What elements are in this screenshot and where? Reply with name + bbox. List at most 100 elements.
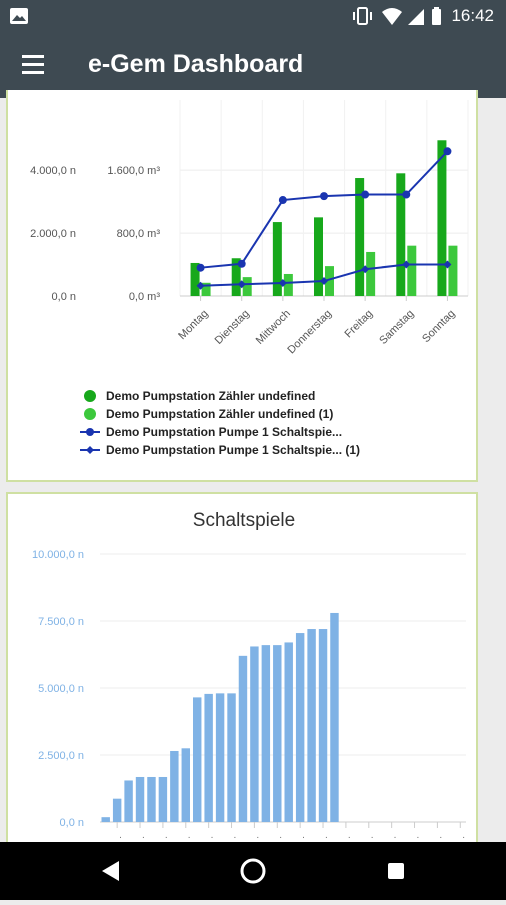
x-tick-label: . xyxy=(417,830,420,841)
line-point xyxy=(278,279,287,288)
app-bar: e-Gem Dashboard xyxy=(0,32,506,98)
bar-schaltspiele xyxy=(307,629,316,822)
bar-schaltspiele xyxy=(181,748,190,822)
status-icons xyxy=(10,7,441,25)
bar-schaltspiele xyxy=(261,645,271,822)
bar-zaehler-1 xyxy=(448,245,458,296)
y-left-tick-label: 2.000,0 n xyxy=(30,228,76,240)
chart-card-schaltspiele: Schaltspiele 0,0 n 2.500,0 n 5.000,0 n 7.500… xyxy=(6,492,478,852)
bar-zaehler xyxy=(190,262,200,296)
x-tick-label: . xyxy=(302,830,305,841)
x-tick-label: . xyxy=(439,830,442,841)
bar-schaltspiele xyxy=(101,817,110,822)
y-left-tick-label: 0,0 n xyxy=(52,291,76,303)
y-right-tick-label: 800,0 m³ xyxy=(117,228,161,240)
bar-zaehler xyxy=(314,217,323,296)
bar-schaltspiele xyxy=(193,697,202,822)
line-point xyxy=(320,277,328,286)
line-point xyxy=(237,259,246,268)
y-right-tick-label: 1.600,0 m³ xyxy=(107,165,160,177)
x-tick-label: . xyxy=(234,830,237,841)
battery-icon xyxy=(432,7,441,25)
x-tick-label: . xyxy=(394,830,397,841)
y-tick-label: 5.000,0 n xyxy=(38,683,84,695)
y-left-tick-label: 4.000,0 n xyxy=(30,165,76,177)
legend-label[interactable]: Demo Pumpstation Pumpe 1 Schaltspie... (… xyxy=(106,443,360,457)
weekly-combo-chart: 0,0 n 0,0 m³ 2.000,0 n 800,0 m³ 4.000,0 n 1.6… xyxy=(30,100,469,457)
wifi-icon xyxy=(382,8,402,25)
vibrate-icon xyxy=(353,7,372,25)
bar-zaehler-1 xyxy=(201,282,211,296)
y-tick-label: 2.500,0 n xyxy=(38,750,84,762)
legend-label[interactable]: Demo Pumpstation Pumpe 1 Schaltspie... xyxy=(106,425,342,439)
x-tick-label: . xyxy=(462,830,465,841)
line-point xyxy=(196,281,205,290)
x-tick-label: Dienstag xyxy=(213,308,252,347)
x-tick-label: Samstag xyxy=(377,308,416,347)
bar-schaltspiele xyxy=(215,693,225,822)
x-tick-label: . xyxy=(119,830,122,841)
hamburger-menu-icon[interactable] xyxy=(20,52,50,78)
bar-zaehler-1 xyxy=(325,266,334,296)
image-icon xyxy=(10,8,28,24)
x-tick-label: . xyxy=(279,830,282,841)
bar-zaehler xyxy=(396,173,406,296)
line-point xyxy=(196,263,205,272)
bar-zaehler xyxy=(231,258,241,296)
x-tick-label: Sonntag xyxy=(420,308,457,345)
status-time: 16:42 xyxy=(451,6,494,25)
x-tick-label: . xyxy=(325,830,328,841)
x-tick-label: . xyxy=(211,830,214,841)
x-tick-label: . xyxy=(348,830,351,841)
bar-schaltspiele xyxy=(135,776,145,822)
bar-schaltspiele xyxy=(204,693,213,822)
bar-schaltspiele xyxy=(330,612,339,822)
legend-symbol xyxy=(84,408,96,420)
bar-schaltspiele xyxy=(170,750,179,822)
bar-schaltspiele xyxy=(112,798,122,822)
bar-schaltspiele xyxy=(318,629,328,822)
bar-zaehler xyxy=(355,178,365,296)
bar-schaltspiele xyxy=(250,646,259,822)
line-point xyxy=(361,265,370,274)
bar-zaehler-1 xyxy=(283,273,293,296)
bar-zaehler-1 xyxy=(366,251,376,296)
line-point xyxy=(443,260,452,269)
x-tick-label: Freitag xyxy=(343,308,376,341)
y-tick-label: 10.000,0 n xyxy=(32,549,84,561)
y-tick-label: 7.500,0 n xyxy=(38,616,84,628)
line-point xyxy=(237,280,246,289)
x-tick-label: Donnerstag xyxy=(285,308,334,357)
back-icon[interactable] xyxy=(102,861,119,881)
y-tick-label: 0,0 n xyxy=(60,817,84,829)
legend-symbol-marker xyxy=(86,428,94,436)
x-tick-label: Montag xyxy=(176,308,210,342)
home-icon[interactable] xyxy=(240,858,266,884)
app-title: e-Gem Dashboard xyxy=(88,50,304,78)
line-point xyxy=(361,190,370,199)
schaltspiele-chart: Schaltspiele 0,0 n 2.500,0 n 5.000,0 n 7.500… xyxy=(32,510,466,841)
legend-label[interactable]: Demo Pumpstation Zähler undefined (1) xyxy=(106,407,333,421)
legend-symbol-marker xyxy=(86,446,94,454)
line-point xyxy=(278,196,287,205)
bar-schaltspiele xyxy=(158,776,168,822)
x-tick-label: . xyxy=(165,830,168,841)
bar-schaltspiele xyxy=(284,642,293,822)
signal-icon xyxy=(408,9,424,25)
bar-schaltspiele xyxy=(295,633,305,822)
bar-zaehler-1 xyxy=(242,277,252,296)
bar-schaltspiele xyxy=(227,693,236,822)
status-bar: 16:42 xyxy=(0,0,506,32)
recents-icon[interactable] xyxy=(388,863,404,879)
x-tick-label: . xyxy=(188,830,191,841)
y-right-tick-label: 0,0 m³ xyxy=(129,291,161,303)
bar-schaltspiele xyxy=(238,655,248,822)
x-tick-label: . xyxy=(142,830,145,841)
line-point xyxy=(320,192,328,201)
bar-schaltspiele xyxy=(147,776,156,822)
chart-card-weekly: 0,0 n 0,0 m³ 2.000,0 n 800,0 m³ 4.000,0 n 1.6… xyxy=(6,90,478,482)
x-tick-label: Mittwoch xyxy=(254,308,293,347)
legend-label[interactable]: Demo Pumpstation Zähler undefined xyxy=(106,389,315,403)
bar-zaehler-1 xyxy=(407,245,417,296)
bar-zaehler xyxy=(272,222,282,296)
